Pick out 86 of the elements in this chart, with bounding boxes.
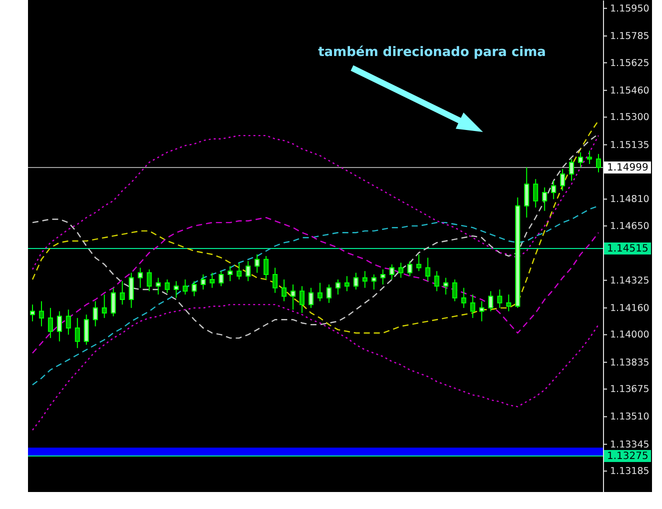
- y-tick-label: 1.15300: [610, 112, 650, 124]
- candlestick: [182, 278, 188, 296]
- line-series: [32, 134, 600, 270]
- candlestick: [461, 287, 466, 308]
- candlestick: [174, 280, 179, 298]
- annotation: também direcionado para cima: [318, 45, 546, 60]
- candlestick: [120, 280, 125, 306]
- candlestick: [290, 284, 296, 310]
- candlestick: [407, 260, 412, 277]
- candlestick: [84, 314, 89, 346]
- y-tick-label: 1.13510: [610, 412, 650, 423]
- y-tick-label: 1.14810: [610, 194, 650, 206]
- y-tick-label: 1.15785: [610, 30, 650, 42]
- candlestick: [56, 310, 62, 342]
- candlestick: [569, 158, 574, 182]
- candlestick: [300, 286, 305, 314]
- candlestick: [524, 166, 530, 218]
- candlestick: [264, 256, 269, 280]
- candlestick: [353, 272, 358, 290]
- candlestick: [102, 294, 107, 318]
- candlestick: [398, 262, 404, 278]
- candlestick: [138, 267, 143, 288]
- candlestick: [48, 307, 53, 339]
- candlestick: [164, 278, 170, 294]
- candlestick: [30, 304, 35, 322]
- ref-line-label: 1.13275: [607, 451, 648, 462]
- candlestick: [425, 257, 430, 282]
- candlestick: [542, 186, 548, 212]
- y-tick-label: 1.14325: [610, 275, 650, 286]
- candlestick: [192, 280, 197, 297]
- candlestick: [326, 284, 332, 304]
- candlestick: [228, 266, 233, 282]
- y-tick-label: 1.15625: [610, 58, 650, 69]
- candlestick: [344, 276, 350, 292]
- candlestick: [479, 300, 484, 322]
- y-tick-label: 1.14160: [610, 302, 650, 314]
- candlestick: [470, 294, 476, 318]
- candlestick: [146, 268, 152, 292]
- y-tick-label: 1.13185: [610, 466, 650, 478]
- candlestick: [416, 254, 422, 272]
- candlestick: [66, 309, 71, 336]
- candlestick: [452, 278, 458, 302]
- y-tick-label: 1.14000: [610, 330, 650, 341]
- candlestick: [156, 277, 161, 296]
- candlestick: [317, 282, 322, 302]
- candlestick: [488, 290, 494, 312]
- candlestick: [200, 274, 206, 290]
- y-tick-label: 1.14650: [610, 220, 650, 232]
- candlestick: [551, 180, 556, 200]
- y-tick-label: 1.15460: [610, 85, 650, 96]
- candlestick: [380, 268, 386, 285]
- candlestick: [272, 267, 278, 294]
- candlestick: [389, 264, 394, 280]
- candlestick: [246, 260, 251, 282]
- candlestick: [497, 289, 502, 308]
- ref-line-label: 1.14515: [607, 244, 648, 255]
- y-tick-label: 1.13345: [610, 439, 650, 450]
- candlestick: [308, 287, 314, 308]
- candlestick: [254, 254, 260, 274]
- candlestick: [434, 270, 440, 292]
- candlestick: [560, 168, 566, 192]
- line-series: [32, 216, 600, 354]
- y-tick-label: 1.15135: [610, 140, 650, 151]
- ref-line-label: 1.14999: [607, 162, 648, 174]
- candlestick: [596, 153, 602, 173]
- candlestick: [38, 300, 44, 327]
- candlestick: [533, 178, 538, 208]
- candlestick: [335, 278, 340, 296]
- candlestick: [578, 152, 584, 168]
- y-tick-label: 1.13835: [610, 357, 650, 368]
- candlestick: [218, 270, 224, 287]
- candlestick: [110, 287, 116, 317]
- line-series: [32, 304, 600, 431]
- candlestick: [587, 150, 592, 164]
- y-tick-label: 1.15950: [610, 3, 650, 14]
- candlestick: [371, 274, 376, 290]
- candlestick: [210, 272, 215, 288]
- candlestick: [443, 277, 448, 296]
- candlestick: [128, 272, 134, 308]
- candlestick: [236, 262, 242, 280]
- candlestick: [362, 270, 368, 288]
- candlestick: [506, 294, 512, 312]
- y-tick-label: 1.13675: [610, 384, 650, 396]
- candlestick: [92, 300, 98, 327]
- candlestick: [74, 317, 80, 349]
- candlestick: [282, 278, 287, 302]
